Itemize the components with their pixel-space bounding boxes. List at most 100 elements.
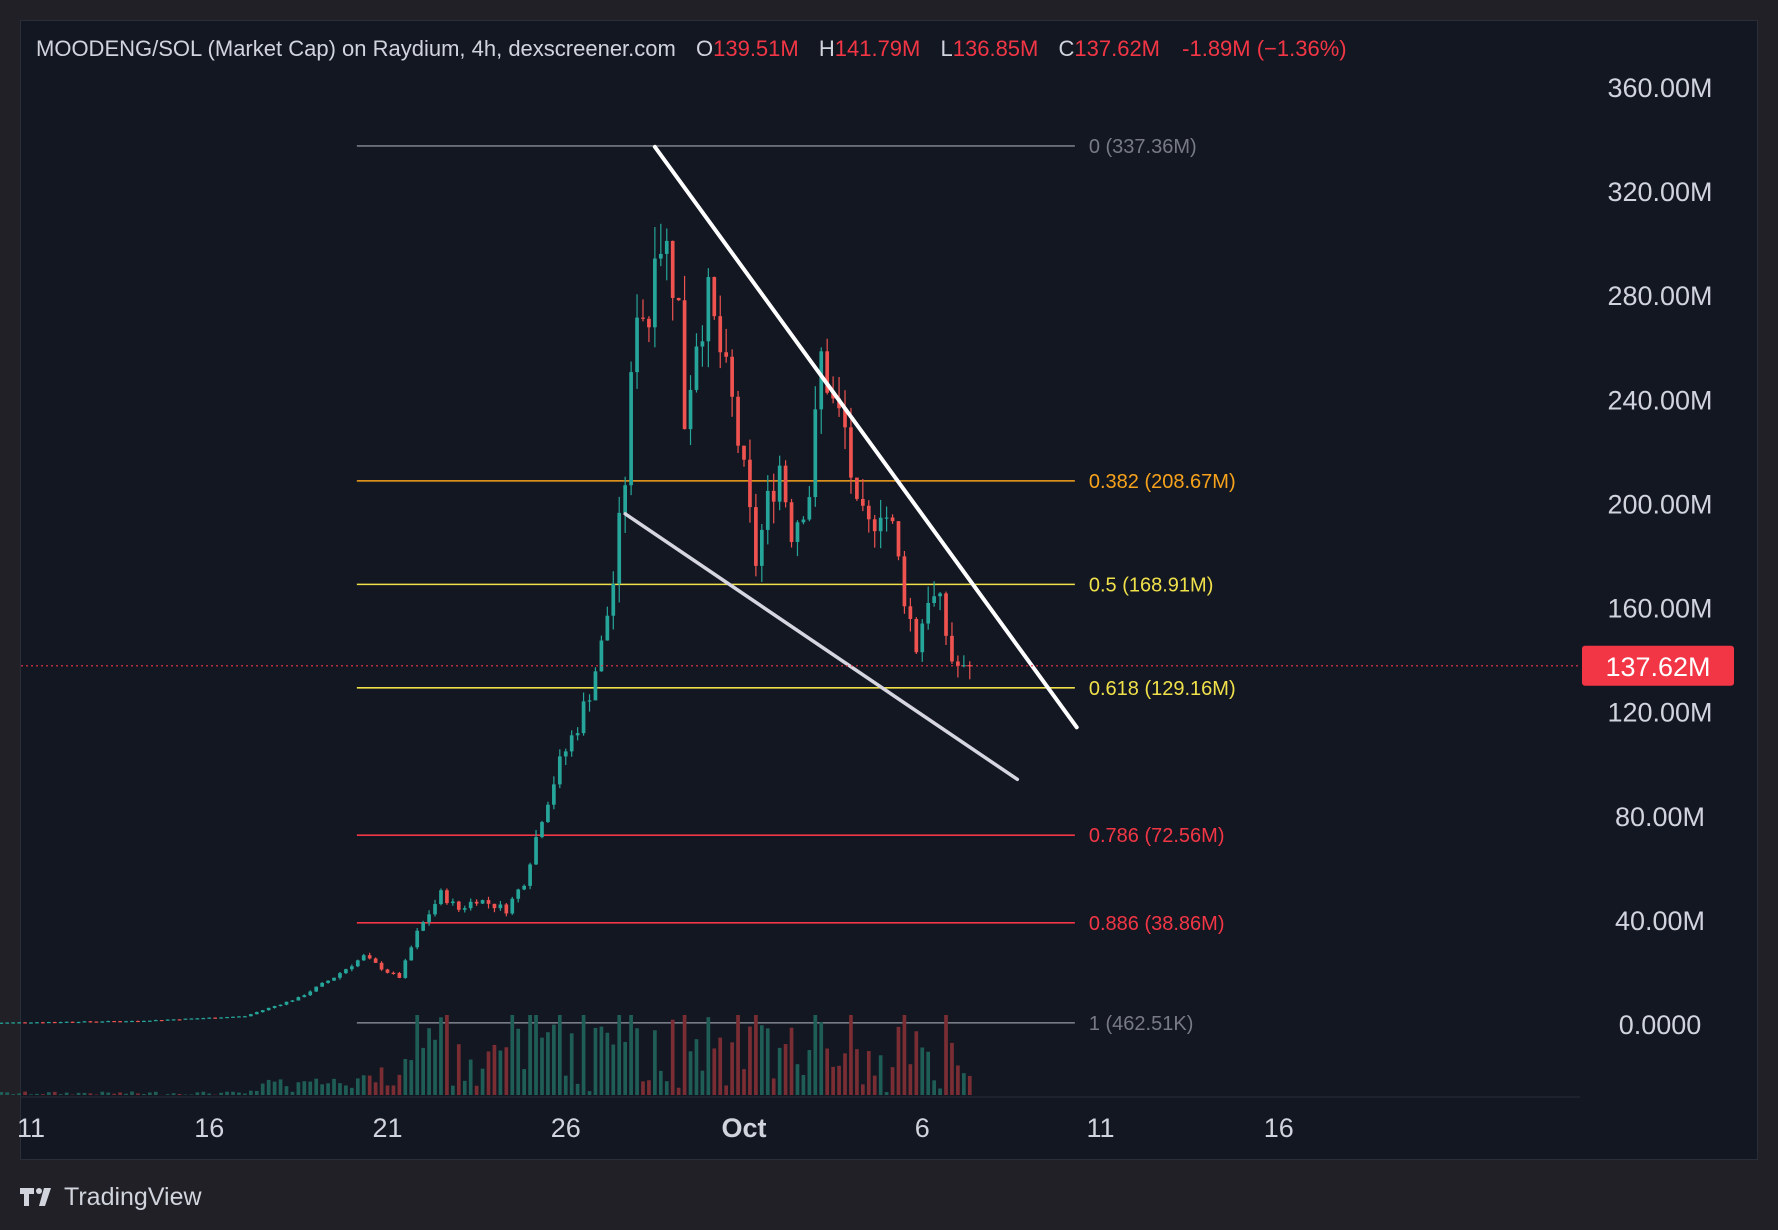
volume-bar xyxy=(902,1015,907,1095)
candle xyxy=(480,900,485,904)
fib-level-label: 0.618 (129.16M) xyxy=(1089,678,1236,700)
candle xyxy=(795,522,800,542)
candles xyxy=(0,223,972,1024)
volume-bar xyxy=(617,1015,622,1095)
candle xyxy=(694,346,699,390)
low-value: 136.85M xyxy=(952,36,1039,61)
volume-bar xyxy=(29,1094,33,1095)
candle xyxy=(11,1022,16,1024)
candle xyxy=(486,900,491,904)
volume-bar xyxy=(516,1028,521,1095)
volume-bar xyxy=(486,1051,491,1095)
candle xyxy=(510,898,515,914)
volume-bar xyxy=(439,1017,443,1095)
candle xyxy=(801,519,806,523)
candle xyxy=(771,490,776,502)
fib-retracement[interactable]: 0 (337.36M) 0.382 (208.67M) 0.5 (168.91M) 0… xyxy=(356,136,1236,1035)
volume-bar xyxy=(843,1053,847,1095)
volume-bar xyxy=(415,1015,420,1095)
volume-bar xyxy=(807,1050,812,1095)
candle xyxy=(367,955,372,959)
volume-bar xyxy=(5,1092,10,1095)
volume-bar xyxy=(397,1074,402,1095)
fib-level-label: 0 (337.36M) xyxy=(1089,136,1197,158)
candle xyxy=(153,1019,158,1022)
volume-bar xyxy=(153,1091,158,1095)
candle xyxy=(415,930,420,948)
tradingview-brand[interactable]: TradingView xyxy=(64,1182,202,1211)
y-tick-label: 120.00M xyxy=(1607,698,1712,728)
candle xyxy=(445,890,449,904)
candle xyxy=(332,977,336,981)
candle xyxy=(350,966,354,970)
x-tick-label: 21 xyxy=(372,1113,402,1143)
candle xyxy=(159,1019,164,1022)
time-axis[interactable]: 11 16 21 26 Oct 6 11 16 xyxy=(17,1113,1294,1143)
volume-bar xyxy=(647,1080,651,1095)
candle xyxy=(950,635,954,662)
candle xyxy=(611,583,616,616)
tradingview-logo-icon[interactable] xyxy=(20,1186,56,1208)
volume-bar xyxy=(742,1069,746,1095)
candle xyxy=(76,1021,81,1024)
footer: TradingView xyxy=(20,1180,202,1214)
candle xyxy=(338,973,342,978)
candle xyxy=(855,477,859,499)
candle xyxy=(658,253,663,259)
candle xyxy=(688,389,693,430)
volume-bar xyxy=(11,1094,16,1095)
volume-bar xyxy=(920,1047,925,1095)
volume-bar xyxy=(670,1019,675,1095)
candle xyxy=(219,1017,223,1019)
volume-bar xyxy=(872,1075,877,1095)
x-tick-label: Oct xyxy=(721,1113,766,1143)
volume-bar xyxy=(136,1093,140,1095)
candle xyxy=(516,889,521,899)
volume-bar xyxy=(528,1015,532,1095)
volume-bar xyxy=(777,1047,782,1095)
volume-bar xyxy=(736,1015,740,1095)
candle xyxy=(23,1022,27,1024)
candle xyxy=(373,958,378,963)
candle xyxy=(754,507,758,566)
volume-bar xyxy=(866,1051,871,1095)
candle xyxy=(296,997,301,1001)
volume-bar xyxy=(694,1039,699,1095)
candle xyxy=(225,1017,229,1019)
volume-bar xyxy=(302,1081,307,1095)
volume-bar xyxy=(290,1091,295,1095)
candle xyxy=(831,392,835,399)
trendlines[interactable] xyxy=(623,144,1079,782)
candle xyxy=(664,240,669,254)
candle xyxy=(421,922,425,931)
candle xyxy=(736,396,740,446)
volume-bar xyxy=(771,1078,776,1095)
trendline-lower xyxy=(623,512,1020,782)
volume-bar xyxy=(308,1081,313,1095)
y-tick-label: 200.00M xyxy=(1607,489,1712,519)
candle xyxy=(207,1017,212,1019)
candle xyxy=(433,904,437,915)
volume-bar xyxy=(171,1093,176,1095)
trendline-upper xyxy=(652,144,1079,730)
candle xyxy=(498,904,503,909)
volume-bar xyxy=(492,1044,497,1095)
volume-bar xyxy=(195,1092,200,1095)
volume-bar xyxy=(350,1087,354,1095)
chart-frame[interactable] xyxy=(20,20,1758,1160)
x-tick-label: 16 xyxy=(1264,1113,1294,1143)
candle xyxy=(94,1021,99,1023)
volume-bar xyxy=(926,1051,931,1095)
candle xyxy=(427,914,431,923)
candle xyxy=(653,258,657,328)
volume-bar xyxy=(260,1083,265,1095)
price-axis[interactable]: 360.00M 320.00M 280.00M 240.00M 200.00M 160.0… xyxy=(1607,73,1712,1040)
volume-bar xyxy=(451,1085,455,1095)
volume-bar xyxy=(676,1087,681,1095)
fib-level-label: 0.5 (168.91M) xyxy=(1089,574,1214,596)
candle xyxy=(706,277,711,342)
candle xyxy=(789,502,794,542)
candle xyxy=(718,316,723,353)
high-value: 141.79M xyxy=(834,36,921,61)
